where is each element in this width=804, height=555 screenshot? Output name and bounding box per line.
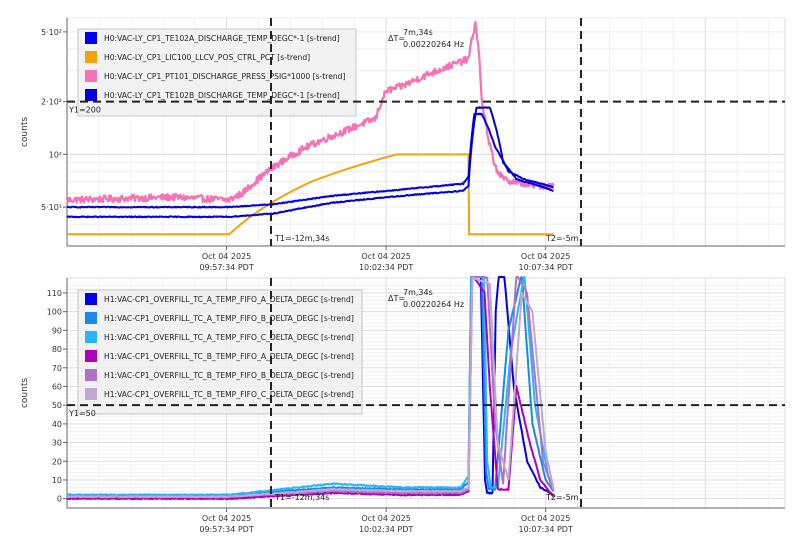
bottom-delta-t-value: 7m,34s bbox=[403, 288, 433, 297]
legend-entry[interactable]: H1:VAC-CP1_OVERFILL_TC_A_TEMP_FIFO_C_DEL… bbox=[85, 331, 354, 343]
legend-swatch bbox=[85, 350, 97, 362]
bottom-x-axis: Oct 04 2025 09:57:34 PDT Oct 04 2025 10:02:… bbox=[67, 507, 785, 534]
legend-swatch bbox=[85, 51, 97, 63]
y-tick-label: 20 bbox=[52, 457, 62, 466]
legend-swatch bbox=[85, 70, 97, 82]
legend-label: H1:VAC-CP1_OVERFILL_TC_B_TEMP_FIFO_C_DEL… bbox=[104, 390, 354, 399]
top-y-cursor-label: Y1=200 bbox=[68, 106, 101, 115]
legend-entry[interactable]: H1:VAC-CP1_OVERFILL_TC_B_TEMP_FIFO_A_DEL… bbox=[85, 350, 354, 362]
legend-label: H0:VAC-LY_CP1_TE102B_DISCHARGE_TEMP_DEGC… bbox=[104, 91, 340, 100]
top-delta-freq-value: 0.00220264 Hz bbox=[403, 40, 464, 49]
y-tick-label: 5·10² bbox=[41, 28, 62, 37]
legend-swatch bbox=[85, 89, 97, 101]
x-tick-label-time: 09:57:34 PDT bbox=[199, 525, 253, 534]
y-tick-label: 2·10² bbox=[41, 98, 62, 107]
legend-label: H1:VAC-CP1_OVERFILL_TC_A_TEMP_FIFO_A_DEL… bbox=[104, 295, 354, 304]
legend-label: H0:VAC-LY_CP1_PT101_DISCHARGE_PRESS_PSIG… bbox=[104, 72, 346, 81]
x-tick-label-date: Oct 04 2025 bbox=[521, 252, 570, 261]
top-delta-t-label: ΔT= bbox=[388, 34, 405, 43]
y-tick-label: 50 bbox=[52, 401, 62, 410]
top-legend[interactable]: H0:VAC-LY_CP1_TE102A_DISCHARGE_TEMP_DEGC… bbox=[77, 28, 357, 117]
legend-label: H1:VAC-CP1_OVERFILL_TC_A_TEMP_FIFO_B_DEL… bbox=[104, 314, 354, 323]
series-line bbox=[66, 276, 555, 499]
series-line bbox=[66, 153, 554, 236]
y-tick-label: 80 bbox=[52, 345, 62, 354]
bottom-y-axis: 0 10 20 30 40 50 60 70 80 90 100 110 bbox=[47, 278, 68, 508]
bottom-t2-label: T2=-5m bbox=[545, 493, 579, 502]
bottom-series-group bbox=[66, 276, 555, 501]
y-tick-label: 90 bbox=[52, 326, 62, 335]
legend-entry[interactable]: H0:VAC-LY_CP1_TE102A_DISCHARGE_TEMP_DEGC… bbox=[85, 32, 340, 44]
series-line bbox=[65, 20, 555, 204]
bottom-plot-panel[interactable]: 0 10 20 30 40 50 60 70 80 90 100 110 Oct 04 2025 09:… bbox=[20, 276, 786, 534]
legend-label: H0:VAC-LY_CP1_LIC100_LLCV_POS_CTRL_PCT [… bbox=[104, 53, 310, 62]
legend-swatch bbox=[85, 293, 97, 305]
x-tick-label-time: 09:57:34 PDT bbox=[199, 263, 253, 272]
y-tick-label: 40 bbox=[52, 420, 62, 429]
legend-swatch bbox=[85, 312, 97, 324]
top-y-axis: 5·10¹ 10² 2·10² 5·10² bbox=[41, 18, 68, 246]
bottom-y-cursor-label: Y1=50 bbox=[68, 409, 96, 418]
x-tick-label-date: Oct 04 2025 bbox=[202, 252, 251, 261]
legend-entry[interactable]: H1:VAC-CP1_OVERFILL_TC_A_TEMP_FIFO_A_DEL… bbox=[85, 293, 354, 305]
y-tick-label: 5·10¹ bbox=[41, 203, 62, 212]
top-t1-label: T1=-12m,34s bbox=[274, 234, 329, 243]
top-series-group bbox=[65, 20, 555, 236]
y-tick-label: 100 bbox=[47, 308, 62, 317]
legend-label: H1:VAC-CP1_OVERFILL_TC_B_TEMP_FIFO_B_DEL… bbox=[104, 371, 354, 380]
y-tick-label: 0 bbox=[57, 495, 62, 504]
bottom-legend[interactable]: H1:VAC-CP1_OVERFILL_TC_A_TEMP_FIFO_A_DEL… bbox=[77, 289, 363, 415]
top-y-axis-label: counts bbox=[20, 117, 30, 147]
bottom-legend-box bbox=[77, 289, 363, 415]
legend-entry[interactable]: H0:VAC-LY_CP1_LIC100_LLCV_POS_CTRL_PCT [… bbox=[85, 51, 310, 63]
legend-entry[interactable]: H0:VAC-LY_CP1_PT101_DISCHARGE_PRESS_PSIG… bbox=[85, 70, 346, 82]
legend-swatch bbox=[85, 388, 97, 400]
legend-swatch bbox=[85, 369, 97, 381]
x-tick-label-time: 10:02:34 PDT bbox=[359, 525, 413, 534]
x-tick-label-time: 10:02:34 PDT bbox=[359, 263, 413, 272]
legend-entry[interactable]: H1:VAC-CP1_OVERFILL_TC_A_TEMP_FIFO_B_DEL… bbox=[85, 312, 354, 324]
legend-entry[interactable]: H0:VAC-LY_CP1_TE102B_DISCHARGE_TEMP_DEGC… bbox=[85, 89, 340, 101]
y-tick-label: 60 bbox=[52, 382, 62, 391]
bottom-t1-label: T1=-12m,34s bbox=[274, 493, 329, 502]
legend-label: H0:VAC-LY_CP1_TE102A_DISCHARGE_TEMP_DEGC… bbox=[104, 34, 340, 43]
top-x-axis: Oct 04 2025 09:57:34 PDT Oct 04 2025 10:02:… bbox=[67, 245, 785, 272]
x-tick-label-time: 10:07:34 PDT bbox=[518, 263, 572, 272]
y-tick-label: 10² bbox=[49, 150, 62, 159]
legend-entry[interactable]: H1:VAC-CP1_OVERFILL_TC_B_TEMP_FIFO_B_DEL… bbox=[85, 369, 354, 381]
y-tick-label: 30 bbox=[52, 439, 62, 448]
top-plot-panel[interactable]: 5·10¹ 10² 2·10² 5·10² Oct 04 2025 09:57:34 P… bbox=[20, 17, 786, 272]
x-tick-label-date: Oct 04 2025 bbox=[361, 514, 410, 523]
x-tick-label-date: Oct 04 2025 bbox=[202, 514, 251, 523]
top-t2-label: T2=-5m bbox=[545, 234, 579, 243]
legend-label: H1:VAC-CP1_OVERFILL_TC_A_TEMP_FIFO_C_DEL… bbox=[104, 333, 354, 342]
bottom-delta-t-label: ΔT= bbox=[388, 294, 405, 303]
x-tick-label-date: Oct 04 2025 bbox=[361, 252, 410, 261]
x-tick-label-date: Oct 04 2025 bbox=[521, 514, 570, 523]
series-line bbox=[66, 106, 554, 219]
y-tick-label: 110 bbox=[47, 289, 62, 298]
legend-label: H1:VAC-CP1_OVERFILL_TC_B_TEMP_FIFO_A_DEL… bbox=[104, 352, 354, 361]
bottom-delta-freq-value: 0.00220264 Hz bbox=[403, 300, 464, 309]
legend-entry[interactable]: H1:VAC-CP1_OVERFILL_TC_B_TEMP_FIFO_C_DEL… bbox=[85, 388, 354, 400]
x-tick-label-time: 10:07:34 PDT bbox=[518, 525, 572, 534]
legend-swatch bbox=[85, 32, 97, 44]
top-delta-t-value: 7m,34s bbox=[403, 28, 433, 37]
legend-swatch bbox=[85, 331, 97, 343]
bottom-y-axis-label: counts bbox=[20, 378, 30, 408]
y-tick-label: 70 bbox=[52, 364, 62, 373]
y-tick-label: 10 bbox=[52, 476, 62, 485]
